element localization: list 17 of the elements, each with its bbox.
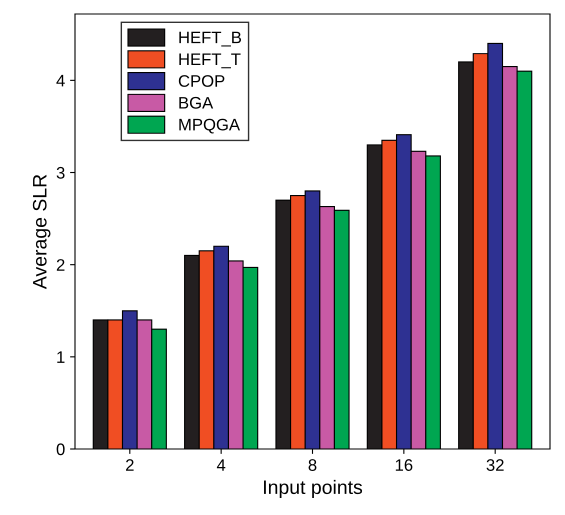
y-tick-label: 3 [56,166,65,179]
y-tick-label: 4 [56,74,65,86]
legend-label: MPQGA [179,118,240,134]
y-tick-label: 0 [56,443,65,456]
y-tick-label: 1 [57,351,64,363]
x-tick-label: 2 [126,459,134,471]
x-tick-label: 4 [216,459,226,471]
legend-label: HEFT_B [179,32,242,46]
x-tick-label: 8 [308,459,316,471]
y-axis-title: Average SLR [32,174,50,290]
y-tick-label: 2 [56,259,64,271]
x-tick-label: 32 [486,459,504,471]
legend-label: HEFT_T [179,53,241,68]
x-tick-label: 16 [396,459,412,471]
legend-label: BGA [179,96,214,109]
legend-label: CPOP [178,75,224,87]
x-axis-title: Input points [264,480,362,498]
